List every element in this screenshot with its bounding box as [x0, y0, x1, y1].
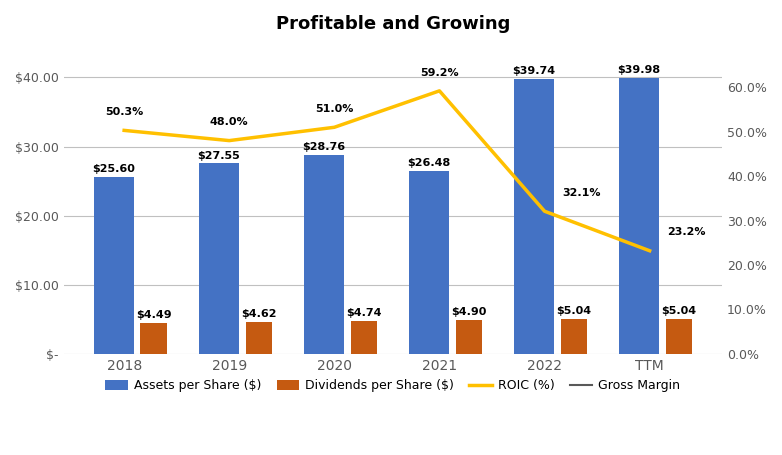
Text: $27.55: $27.55 [197, 151, 240, 161]
Bar [246, 322, 272, 354]
Bar [666, 319, 692, 354]
Text: 50.3%: 50.3% [105, 107, 143, 117]
Text: 23.2%: 23.2% [667, 228, 705, 238]
Bar [199, 163, 239, 354]
Text: $26.48: $26.48 [407, 158, 450, 168]
Text: 51.0%: 51.0% [315, 104, 353, 114]
Bar [141, 323, 167, 354]
Text: $25.60: $25.60 [92, 164, 135, 174]
Text: $5.04: $5.04 [662, 306, 697, 316]
Text: 32.1%: 32.1% [562, 188, 601, 198]
Legend: Assets per Share ($), Dividends per Share ($), ROIC (%), Gross Margin: Assets per Share ($), Dividends per Shar… [100, 374, 686, 397]
Text: $4.49: $4.49 [136, 310, 171, 320]
Text: $39.98: $39.98 [618, 65, 661, 75]
Text: 48.0%: 48.0% [210, 117, 249, 127]
Bar [94, 177, 134, 354]
Text: 59.2%: 59.2% [420, 67, 459, 77]
Text: $4.74: $4.74 [346, 308, 382, 318]
Bar [304, 155, 344, 354]
Title: Profitable and Growing: Profitable and Growing [276, 15, 510, 33]
Bar [350, 321, 377, 354]
Text: $4.62: $4.62 [241, 309, 276, 319]
Bar [409, 171, 449, 354]
Text: $39.74: $39.74 [512, 66, 555, 76]
Text: $5.04: $5.04 [557, 306, 591, 316]
Bar [619, 77, 659, 354]
Text: $4.90: $4.90 [451, 307, 486, 317]
Bar [561, 319, 587, 354]
Bar [514, 79, 554, 354]
Text: $28.76: $28.76 [303, 142, 346, 152]
Bar [456, 320, 482, 354]
